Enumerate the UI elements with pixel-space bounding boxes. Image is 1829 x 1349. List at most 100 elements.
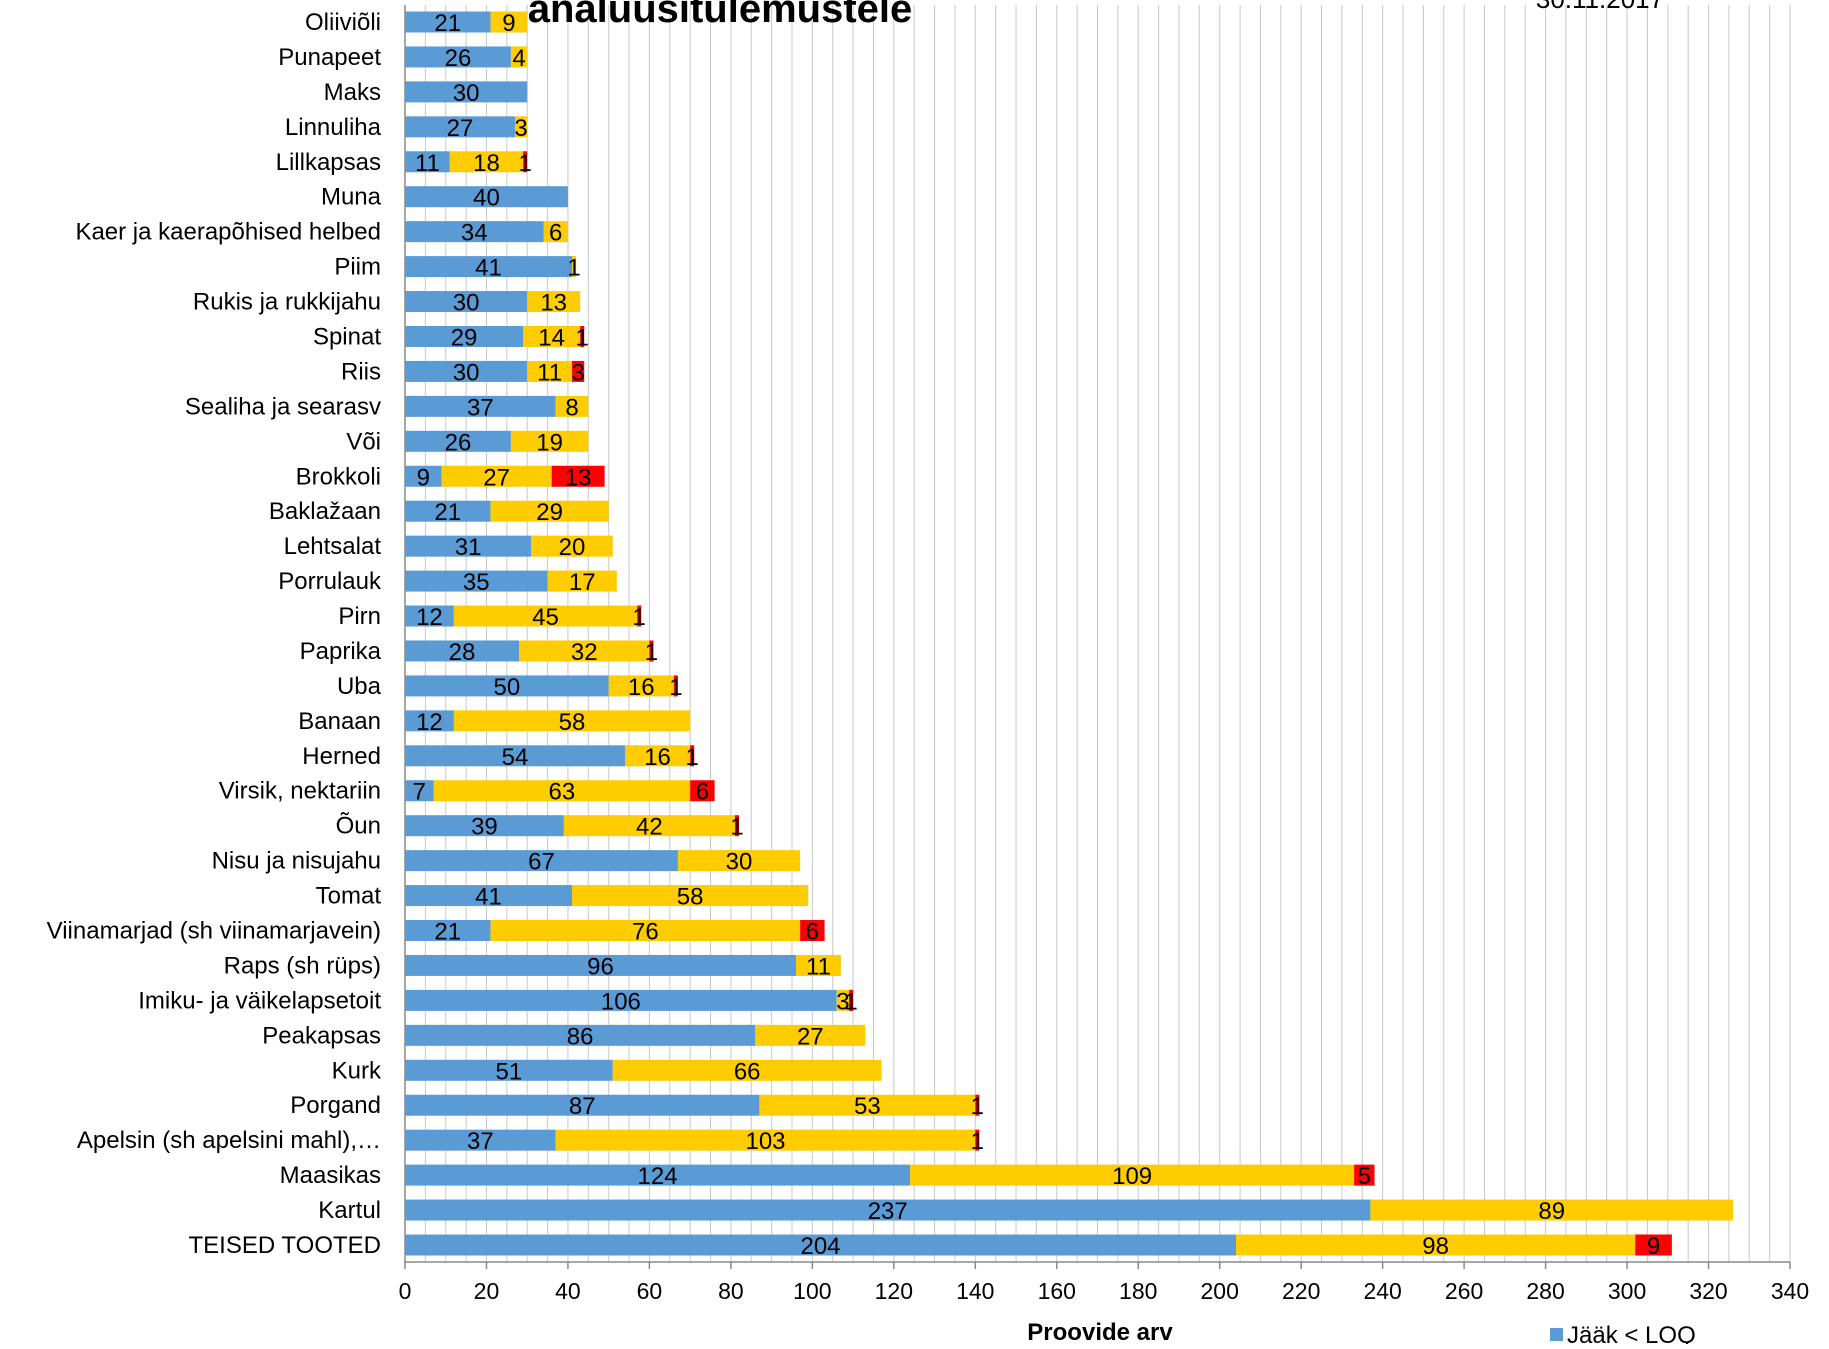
bar-segment-middle [510,430,589,452]
data-label: 26 [445,429,472,456]
data-label: 1 [971,1128,984,1155]
bar-segment-loq [405,256,573,278]
bar-segment-high [551,465,605,487]
category-label: Kurk [332,1057,382,1084]
x-tick-labels: 0 20 40 60 80 100 120 140 160 180 200 220 240 260 280 3… [399,1278,1810,1304]
bar-segment-loq [405,221,544,243]
bar-segment-middle [441,465,552,487]
bar-segment-middle [836,989,850,1011]
category-label: Nisu ja nisujahu [212,848,381,875]
bar-segment-loq [405,745,625,767]
bar-segment-high [673,675,678,697]
data-label: 76 [632,919,659,946]
data-label: 1 [518,150,531,177]
bar-segment-loq [405,1164,911,1186]
bar-segment-high [523,151,528,173]
bar-segment-middle [490,920,801,942]
category-label: Lehtsalat [284,533,382,560]
data-label: 13 [565,464,592,491]
bar-segment-loq [405,81,528,103]
category-label: Brokkoli [296,463,381,490]
bar-segment-middle [759,1094,976,1116]
category-label: Paprika [300,638,382,665]
category-label: Kartul [318,1197,381,1224]
data-label: 45 [532,604,559,631]
bar-segment-loq [405,151,450,173]
data-label: 39 [471,814,498,841]
category-label: Oliiviõli [305,9,381,36]
legend-label-loq: Jääk < LOQ [1567,1322,1696,1344]
bar-segment-high [572,360,585,382]
bar-segment-loq [405,885,573,907]
bar-segment-loq [405,430,511,452]
data-label: 9 [1647,1233,1660,1260]
bar-segment-high [975,1094,980,1116]
bar-segment-middle [453,605,638,627]
data-label: 8 [565,394,578,421]
bar-segment-loq [405,710,454,732]
data-label: 11 [806,953,831,980]
bar-segment-middle [555,1129,976,1151]
x-tick-label: 200 [1201,1278,1239,1304]
data-label: 37 [467,394,494,421]
bar-segment-loq [405,675,609,697]
bar-segment-loq [405,605,454,627]
category-label: Raps (sh rüps) [224,952,381,979]
bar-segment-loq [405,465,442,487]
bar-segment-loq [405,395,556,417]
category-label: Sealiha ja searasv [185,393,381,420]
bar-segment-loq [405,186,568,208]
data-label: 96 [587,953,614,980]
category-label: Lillkapsas [276,149,381,176]
data-label: 5 [1358,1163,1371,1190]
data-label: 1 [633,604,646,631]
data-label: 27 [797,1023,824,1050]
category-label: Banaan [298,708,381,735]
bar-segment-middle [453,710,691,732]
bar-segment-middle [433,780,691,802]
legend-swatch-loq [1550,1328,1563,1341]
data-label: 12 [416,604,443,631]
category-label: Linnuliha [285,114,382,141]
data-label: 11 [415,150,440,177]
bar-segment-loq [405,11,491,33]
x-tick-label: 220 [1282,1278,1320,1304]
bar-segment-middle [1236,1234,1636,1256]
data-label: 29 [536,499,563,526]
bar-segment-middle [519,640,650,662]
bar-segment-loq [405,1024,756,1046]
data-label: 53 [854,1093,881,1120]
bar-segment-middle [523,325,581,347]
category-label: TEISED TOOTED [189,1232,381,1259]
x-axis-title: Proovide arv [1027,1319,1173,1344]
category-label: Uba [337,673,382,700]
x-tick-label: 0 [399,1278,412,1304]
data-label: 30 [453,80,480,107]
data-label: 27 [483,464,510,491]
bar-segment-middle [563,815,735,837]
data-label: 21 [434,10,461,37]
bar-segment-middle [624,745,691,767]
data-label: 26 [445,45,472,72]
data-label: 54 [502,744,529,771]
bar-segment-loq [405,500,491,522]
data-label: 106 [601,988,641,1015]
bar-segment-loq [405,850,678,872]
data-label: 30 [726,849,753,876]
data-label: 3 [514,115,527,142]
data-label: 27 [447,115,474,142]
x-tick-label: 140 [956,1278,994,1304]
bar-segment-middle [543,221,568,243]
data-label: 1 [669,674,682,701]
data-label: 1 [567,255,580,282]
x-tick-label: 60 [637,1278,663,1304]
x-tick-label: 80 [718,1278,744,1304]
category-label: Pirn [338,603,381,630]
data-label: 124 [638,1163,678,1190]
bar-segment-high [649,640,654,662]
bar-segment-middle [755,1024,866,1046]
data-label: 6 [549,220,562,247]
bar-segment-high [690,780,715,802]
